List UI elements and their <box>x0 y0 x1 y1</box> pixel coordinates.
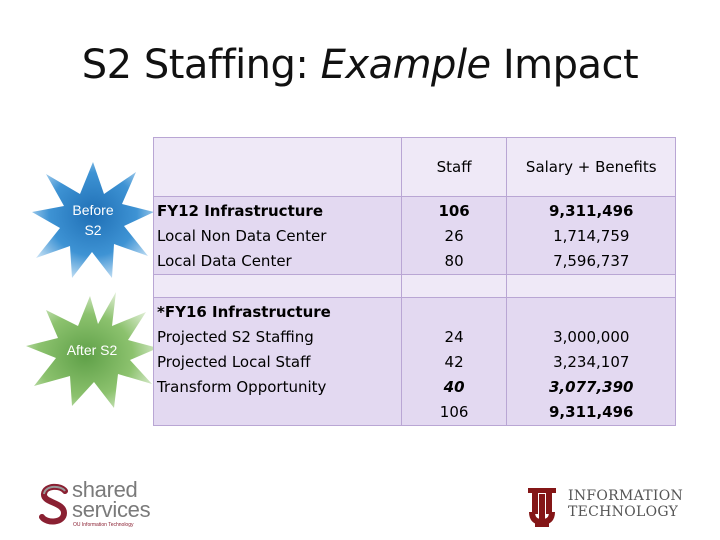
fy12-staff-non-dc: 26 <box>444 227 464 245</box>
ou-monogram-icon <box>528 488 556 527</box>
header-staff: Staff <box>400 137 508 197</box>
fy16-projected-local-staff: Projected Local Staff <box>157 353 311 371</box>
fy16-staff-total: 106 <box>439 403 469 421</box>
fy16-labels-cell: *FY16 Infrastructure Projected S2 Staffi… <box>153 297 402 426</box>
fy12-labels-cell: FY12 Infrastructure Local Non Data Cente… <box>153 196 402 275</box>
fy16-salary-s2: 3,000,000 <box>553 328 630 346</box>
fy12-local-data-center: Local Data Center <box>157 252 292 270</box>
fy16-staff-transform: 40 <box>443 378 465 396</box>
shared-services-tagline: OU Information Technology <box>73 522 134 528</box>
title-prefix: S2 Staffing: <box>81 42 321 88</box>
before-line2: S2 <box>84 222 102 238</box>
fy16-transform-opportunity: Transform Opportunity <box>157 378 327 396</box>
fy12-salary-dc: 7,596,737 <box>553 252 630 270</box>
fy16-staff-s2: 24 <box>444 328 464 346</box>
slide-title: S2 Staffing: Example Impact <box>0 42 720 88</box>
header-blank-cell <box>153 137 402 197</box>
fy12-row: FY12 Infrastructure Local Non Data Cente… <box>153 196 676 275</box>
fy16-staff-cell: 24 42 40 106 <box>400 297 508 426</box>
after-s2-label: After S2 <box>66 342 118 358</box>
spacer-row <box>153 274 676 298</box>
before-s2-label: Before S2 <box>30 160 156 280</box>
before-line1: Before <box>72 202 114 218</box>
fy12-staff-dc: 80 <box>444 252 464 270</box>
shared-services-s-icon <box>39 483 68 525</box>
fy16-projected-s2-staffing: Projected S2 Staffing <box>157 328 314 346</box>
information-word: INFORMATION <box>568 488 684 504</box>
fy16-salary-cell: 3,000,000 3,234,107 3,077,390 9,311,496 <box>506 297 676 426</box>
fy12-salary-non-dc: 1,714,759 <box>553 227 630 245</box>
fy16-salary-transform: 3,077,390 <box>549 378 634 396</box>
fy12-staff-total: 106 <box>438 202 470 220</box>
starburst-green-shape <box>26 292 158 408</box>
shared-services-logo: shared services OU Information Technolog… <box>36 477 166 528</box>
after-s2-starburst: After S2 <box>24 290 160 410</box>
fy16-salary-local: 3,234,107 <box>553 353 630 371</box>
services-word: services <box>72 497 151 522</box>
fy16-staff-local: 42 <box>444 353 464 371</box>
table-header-row: Staff Salary + Benefits <box>153 137 676 197</box>
before-s2-starburst: Before S2 <box>30 160 156 280</box>
title-suffix: Impact <box>490 42 639 88</box>
shared-word: shared <box>72 477 138 502</box>
technology-word: TECHNOLOGY <box>568 504 679 520</box>
fy16-heading: *FY16 Infrastructure <box>157 303 331 321</box>
fy12-local-non-data-center: Local Non Data Center <box>157 227 327 245</box>
title-italic-word: Example <box>320 42 492 88</box>
fy16-salary-total: 9,311,496 <box>549 403 634 421</box>
starburst-blue-shape <box>32 162 154 278</box>
fy12-salary-total: 9,311,496 <box>549 202 634 220</box>
ou-information-technology-logo: INFORMATION TECHNOLOGY <box>526 484 696 528</box>
fy16-row: *FY16 Infrastructure Projected S2 Staffi… <box>153 297 676 426</box>
fy12-salary-cell: 9,311,496 1,714,759 7,596,737 <box>506 196 676 275</box>
fy12-staff-cell: 106 26 80 <box>400 196 508 275</box>
header-salary-benefits: Salary + Benefits <box>506 137 676 197</box>
staffing-impact-table: Staff Salary + Benefits FY12 Infrastruct… <box>153 137 676 426</box>
fy12-heading: FY12 Infrastructure <box>157 202 323 220</box>
